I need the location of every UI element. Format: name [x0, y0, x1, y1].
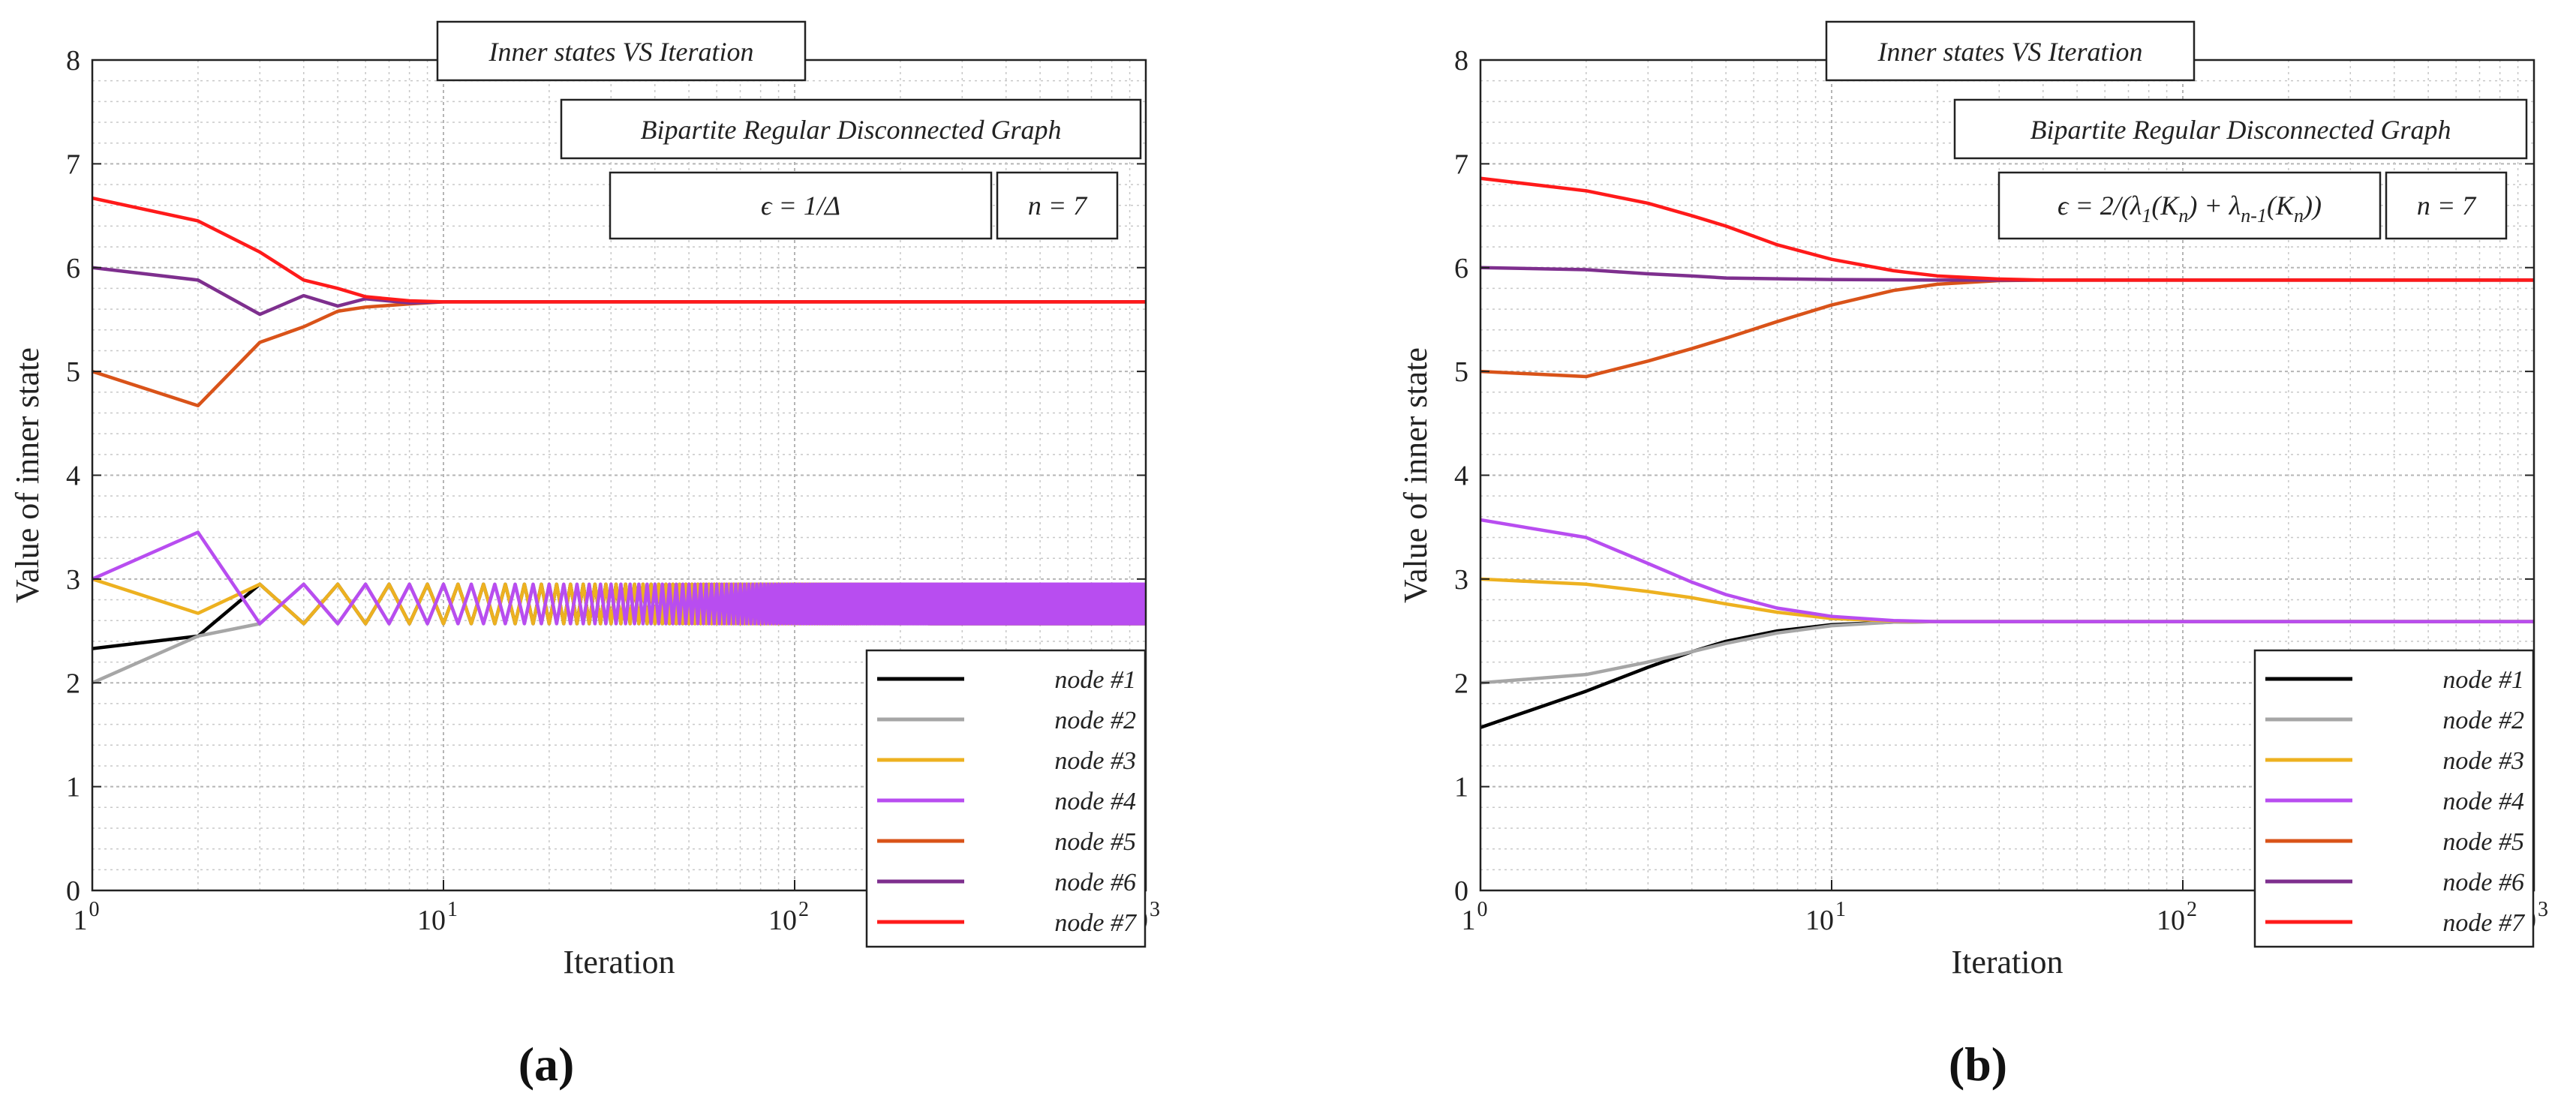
n-box — [996, 171, 1119, 240]
legend: node #1 node #2 node #3 node #4 node #5 node … — [865, 649, 1147, 948]
legend-label: node #3 — [1054, 747, 1136, 775]
chart-panel-a: 01234567810101102103IterationValue of in… — [9, 20, 1160, 1091]
n-label: n = 7 — [2417, 191, 2477, 221]
legend-label: node #1 — [2442, 666, 2524, 694]
chart-panel-b: 01234567810101102103IterationValue of in… — [1397, 20, 2548, 1091]
series-line-node-6 — [1480, 266, 2534, 282]
y-tick-label: 4 — [66, 461, 80, 492]
epsilon-label: ϵ = 2/(λ1(Kn) + λn-1(Kn)) — [2057, 191, 2322, 227]
y-tick-label: 1 — [1454, 772, 1468, 803]
n-label: n = 7 — [1028, 191, 1088, 221]
graph-type-annotation: Bipartite Regular Disconnected Graph — [2030, 115, 2451, 145]
y-tick-label: 3 — [1454, 564, 1468, 596]
legend-label: node #2 — [1054, 707, 1136, 734]
y-tick-label: 1 — [66, 772, 80, 803]
y-tick-label: 5 — [1454, 356, 1468, 388]
series-line-node-7 — [1480, 176, 2534, 282]
y-tick-label: 5 — [66, 356, 80, 388]
y-tick-label: 2 — [66, 668, 80, 699]
legend-label: node #3 — [2442, 747, 2524, 775]
series-group — [1480, 176, 2534, 729]
annotation-box — [560, 98, 1142, 160]
title-box — [1825, 20, 2196, 82]
series-line-node-5 — [92, 300, 1146, 408]
chart-title: Inner states VS Iteration — [488, 37, 754, 67]
series-line-node-6 — [92, 266, 1146, 317]
legend-label: node #2 — [2442, 707, 2524, 734]
legend-label: node #7 — [1054, 909, 1138, 937]
legend-label: node #4 — [1054, 788, 1136, 815]
graph-type-annotation: Bipartite Regular Disconnected Graph — [641, 115, 1062, 145]
y-tick-label: 3 — [66, 564, 80, 596]
x-tick-label: 101 — [417, 898, 458, 936]
y-axis-label: Value of inner state — [1397, 347, 1434, 603]
x-tick-label: 102 — [768, 898, 809, 936]
subfigure-label: (a) — [519, 1037, 575, 1091]
legend-label: node #4 — [2442, 788, 2524, 815]
epsilon-box — [609, 171, 993, 240]
x-tick-label: 102 — [2157, 898, 2197, 936]
subfigure-label: (b) — [1949, 1037, 2007, 1091]
series-line-node-7 — [92, 196, 1146, 304]
y-tick-label: 0 — [66, 875, 80, 907]
series-line-node-5 — [1480, 278, 2534, 379]
annotation-box — [1953, 98, 2528, 160]
series-line-node-4 — [92, 530, 1146, 626]
x-axis-label: Iteration — [1951, 944, 2063, 980]
legend-label: node #7 — [2442, 909, 2526, 937]
legend-label: node #1 — [1054, 666, 1136, 694]
legend: node #1 node #2 node #3 node #4 node #5 node … — [2253, 649, 2535, 948]
legend-label: node #5 — [1054, 828, 1136, 856]
y-tick-label: 7 — [66, 149, 80, 180]
legend-label: node #6 — [1054, 869, 1136, 896]
epsilon-box — [1997, 171, 2382, 240]
x-axis-label: Iteration — [563, 944, 675, 980]
y-axis-label: Value of inner state — [9, 347, 46, 603]
n-box — [2385, 171, 2508, 240]
y-tick-label: 6 — [1454, 253, 1468, 284]
series-group — [92, 196, 1146, 685]
epsilon-label: ϵ = 1/Δ — [761, 191, 840, 221]
x-tick-label: 101 — [1805, 898, 1846, 936]
series-line-node-4 — [1480, 518, 2534, 623]
chart-title: Inner states VS Iteration — [1877, 37, 2143, 67]
y-tick-label: 8 — [1454, 45, 1468, 77]
title-box — [436, 20, 807, 82]
y-tick-label: 2 — [1454, 668, 1468, 699]
y-tick-label: 8 — [66, 45, 80, 77]
y-tick-label: 4 — [1454, 461, 1468, 492]
y-tick-label: 0 — [1454, 875, 1468, 907]
legend-label: node #6 — [2442, 869, 2524, 896]
y-tick-label: 7 — [1454, 149, 1468, 180]
y-tick-label: 6 — [66, 253, 80, 284]
legend-label: node #5 — [2442, 828, 2524, 856]
